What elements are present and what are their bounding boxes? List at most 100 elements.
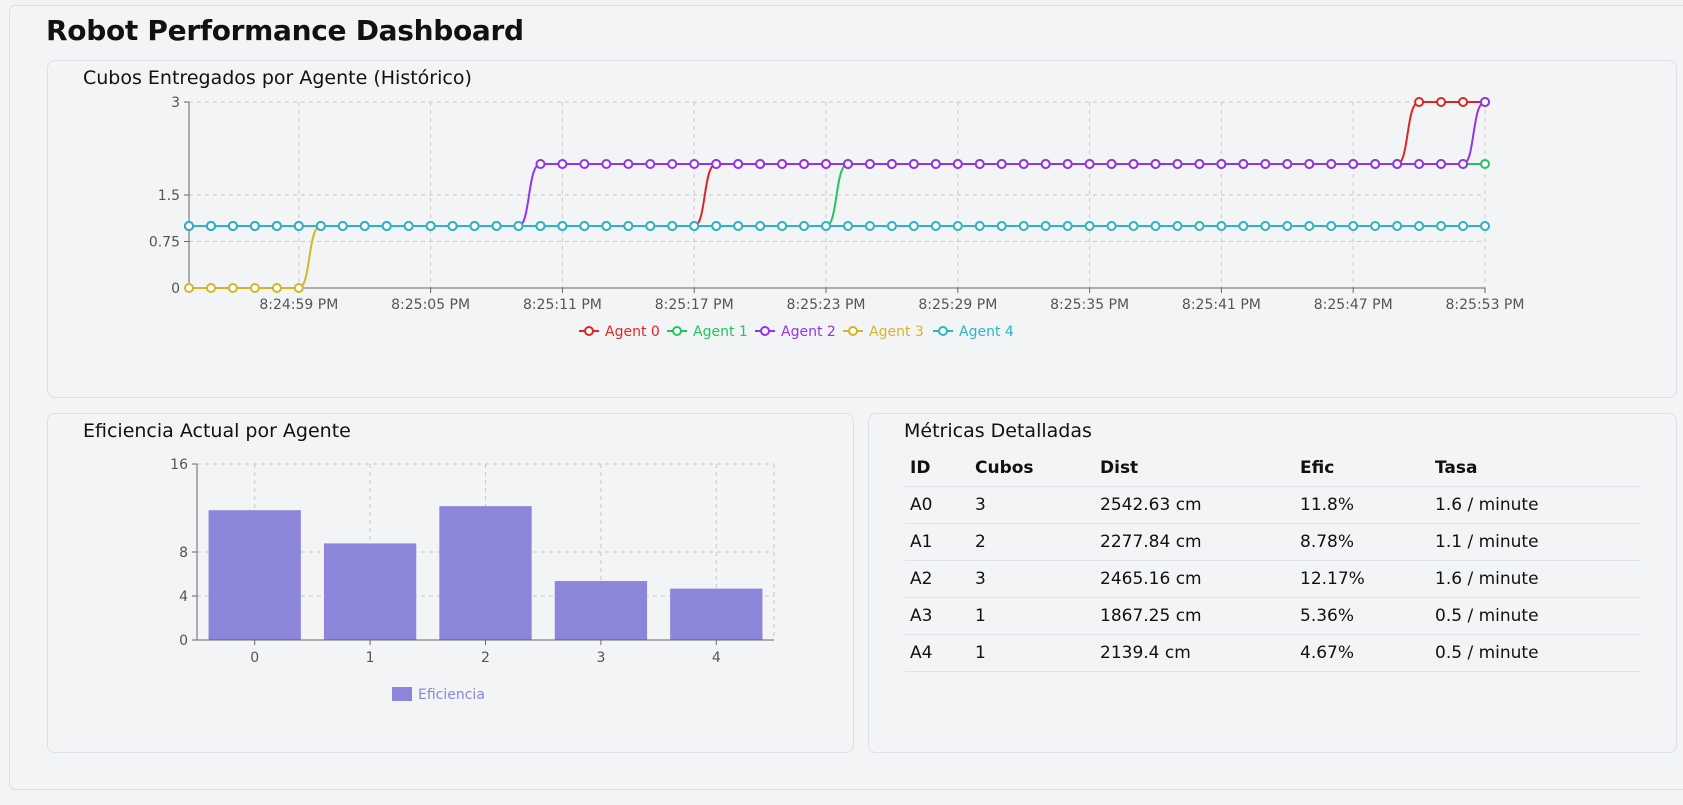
x-tick-label: 8:25:53 PM bbox=[1446, 297, 1525, 313]
y-tick-label: 0 bbox=[171, 281, 180, 297]
x-tick-label: 1 bbox=[366, 650, 375, 666]
data-point bbox=[1216, 221, 1227, 231]
legend-marker bbox=[938, 326, 948, 336]
data-point bbox=[184, 283, 194, 293]
data-point bbox=[1106, 221, 1117, 231]
data-point bbox=[908, 159, 919, 169]
data-point bbox=[974, 221, 985, 231]
history-chart-title: Cubos Entregados por Agente (Histórico) bbox=[83, 67, 472, 89]
cell-efic: 5.36% bbox=[1295, 597, 1430, 635]
bar-agent-1 bbox=[323, 543, 417, 640]
x-tick-label: 8:25:05 PM bbox=[391, 297, 470, 313]
legend-marker bbox=[848, 326, 858, 336]
cell-dist: 2139.4 cm bbox=[1095, 634, 1295, 672]
data-point bbox=[1084, 221, 1095, 231]
x-tick-label: 3 bbox=[596, 650, 605, 666]
data-point bbox=[1018, 159, 1029, 169]
data-point bbox=[821, 159, 832, 169]
table-row: A4 1 2139.4 cm 4.67% 0.5 / minute bbox=[905, 634, 1640, 672]
data-point bbox=[337, 221, 348, 231]
data-point bbox=[952, 221, 963, 231]
data-point bbox=[1436, 159, 1447, 169]
data-point bbox=[623, 221, 634, 231]
efficiency-chart-card: Eficiencia Actual por Agente 0 4 8 16 0 1 2 3 4 E… bbox=[47, 413, 854, 753]
data-point bbox=[227, 283, 238, 293]
data-point bbox=[689, 221, 700, 231]
data-point bbox=[557, 221, 568, 231]
data-point bbox=[1414, 221, 1425, 231]
data-point bbox=[1480, 221, 1490, 231]
metrics-header-row: ID Cubos Dist Efic Tasa bbox=[905, 450, 1640, 487]
cell-id: A1 bbox=[905, 523, 970, 561]
data-point bbox=[1370, 221, 1381, 231]
data-point bbox=[1084, 159, 1095, 169]
data-point bbox=[842, 159, 853, 169]
metrics-card: Métricas Detalladas ID Cubos Dist Efic T… bbox=[868, 413, 1677, 753]
data-point bbox=[293, 221, 304, 231]
header-cubos: Cubos bbox=[970, 450, 1095, 487]
data-point bbox=[205, 221, 216, 231]
data-point bbox=[601, 159, 612, 169]
data-point bbox=[1194, 221, 1205, 231]
cell-id: A3 bbox=[905, 597, 970, 635]
data-point bbox=[689, 159, 700, 169]
legend-item-agent-4: Agent 4 bbox=[933, 324, 1014, 340]
cell-tasa: 1.1 / minute bbox=[1430, 523, 1640, 561]
data-point bbox=[645, 221, 656, 231]
y-tick-label: 4 bbox=[179, 589, 188, 605]
data-point bbox=[755, 159, 766, 169]
cell-dist: 2465.16 cm bbox=[1095, 560, 1295, 598]
data-point bbox=[733, 159, 744, 169]
data-point bbox=[974, 159, 985, 169]
series-line-agent-3 bbox=[189, 225, 1485, 289]
data-point bbox=[1480, 97, 1490, 107]
y-tick-label: 1.5 bbox=[158, 188, 180, 204]
header-tasa: Tasa bbox=[1430, 450, 1640, 487]
cell-dist: 1867.25 cm bbox=[1095, 597, 1295, 635]
data-point bbox=[513, 221, 524, 231]
cell-cubos: 3 bbox=[970, 486, 1095, 524]
cell-efic: 4.67% bbox=[1295, 634, 1430, 672]
legend-item-agent-1: Agent 1 bbox=[667, 324, 748, 340]
data-point bbox=[1260, 159, 1271, 169]
legend-item-agent-0: Agent 0 bbox=[579, 324, 660, 340]
data-point bbox=[667, 159, 678, 169]
data-point bbox=[1018, 221, 1029, 231]
cell-cubos: 1 bbox=[970, 597, 1095, 635]
data-point bbox=[425, 221, 436, 231]
x-tick-label: 8:25:35 PM bbox=[1050, 297, 1129, 313]
table-row: A2 3 2465.16 cm 12.17% 1.6 / minute bbox=[905, 560, 1640, 598]
x-tick-label: 2 bbox=[481, 650, 490, 666]
header-id: ID bbox=[905, 450, 970, 487]
cell-tasa: 0.5 / minute bbox=[1430, 597, 1640, 635]
cell-efic: 8.78% bbox=[1295, 523, 1430, 561]
data-point bbox=[1106, 159, 1117, 169]
data-point bbox=[777, 159, 788, 169]
efficiency-bar-chart: 0 4 8 16 0 1 2 3 4 Eficiencia bbox=[170, 457, 775, 703]
x-tick-label: 8:25:11 PM bbox=[523, 297, 602, 313]
data-point bbox=[1282, 221, 1293, 231]
data-point bbox=[557, 159, 568, 169]
data-point bbox=[1414, 97, 1425, 107]
data-point bbox=[579, 159, 590, 169]
data-point bbox=[1040, 159, 1051, 169]
legend-marker bbox=[672, 326, 682, 336]
data-point bbox=[1304, 159, 1315, 169]
legend-label: Agent 4 bbox=[959, 324, 1014, 340]
data-point bbox=[864, 159, 875, 169]
x-tick-label: 4 bbox=[712, 650, 721, 666]
data-point bbox=[579, 221, 590, 231]
data-point bbox=[249, 221, 260, 231]
cell-tasa: 0.5 / minute bbox=[1430, 634, 1640, 672]
cell-dist: 2542.63 cm bbox=[1095, 486, 1295, 524]
table-row: A3 1 1867.25 cm 5.36% 0.5 / minute bbox=[905, 597, 1640, 635]
data-point bbox=[271, 283, 282, 293]
data-point bbox=[1216, 159, 1227, 169]
data-point bbox=[623, 159, 634, 169]
data-point bbox=[755, 221, 766, 231]
data-point bbox=[491, 221, 502, 231]
data-point bbox=[1282, 159, 1293, 169]
data-point bbox=[864, 221, 875, 231]
page-title: Robot Performance Dashboard bbox=[46, 14, 524, 47]
bar-agent-2 bbox=[439, 506, 532, 640]
